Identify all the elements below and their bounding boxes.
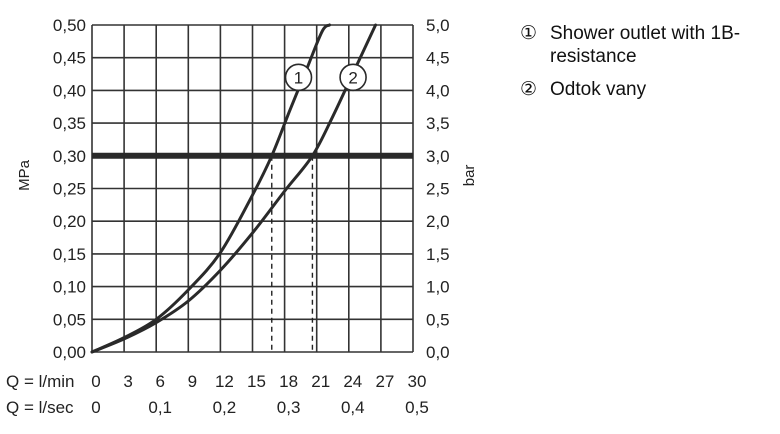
x-tick-label-lmin: 6 <box>155 372 164 391</box>
y-right-tick-label: 1,0 <box>426 278 450 297</box>
y-left-tick-label: 0,45 <box>53 49 86 68</box>
x-tick-label-lsec: 0,5 <box>405 398 429 417</box>
legend: ① Shower outlet with 1B-resistance ② Odt… <box>520 22 775 111</box>
y-right-tick-label: 2,5 <box>426 180 450 199</box>
x-tick-label-lmin: 18 <box>279 372 298 391</box>
x-tick-label-lmin: 15 <box>247 372 266 391</box>
legend-item-1: ① Shower outlet with 1B-resistance <box>520 22 775 68</box>
y-left-tick-label: 0,40 <box>53 81 86 100</box>
y-left-tick-label: 0,05 <box>53 310 86 329</box>
y-right-tick-label: 0,0 <box>426 343 450 362</box>
y-left-tick-label: 0,50 <box>53 16 86 35</box>
x-tick-label-lmin: 9 <box>188 372 197 391</box>
y-right-tick-label: 0,5 <box>426 310 450 329</box>
x-tick-label-lsec: 0,3 <box>277 398 301 417</box>
series-2-line <box>90 23 378 354</box>
series-2-marker-circle <box>339 63 367 92</box>
x-tick-label-lsec: 0 <box>91 398 100 417</box>
y-right-axis-title: bar <box>461 165 478 187</box>
x-tick-label-lmin: 30 <box>408 372 427 391</box>
x-tick-label-lsec: 0,4 <box>341 398 365 417</box>
y-right-tick-label: 3,5 <box>426 114 450 133</box>
series-1-marker-circle <box>284 63 313 92</box>
y-right-tick-label: 2,0 <box>426 212 450 231</box>
y-left-tick-label: 0,25 <box>53 180 86 199</box>
series-1-line <box>90 23 332 354</box>
x-tick-label-lsec: 0,1 <box>148 398 172 417</box>
x-tick-label-lmin: 3 <box>123 372 132 391</box>
legend-marker-1: ① <box>520 23 538 44</box>
series-1-marker-label: 1 <box>294 68 303 87</box>
series-2-marker-label: 2 <box>348 68 357 87</box>
legend-item-2: ② Odtok vany <box>520 78 775 101</box>
y-right-tick-label: 5,0 <box>426 16 450 35</box>
y-left-tick-label: 0,00 <box>53 343 86 362</box>
legend-marker-2: ② <box>520 79 538 100</box>
legend-label-2: Odtok vany <box>550 79 647 100</box>
y-right-tick-label: 3,0 <box>426 147 450 166</box>
y-left-tick-label: 0,10 <box>53 278 86 297</box>
x-tick-label-lmin: 21 <box>311 372 330 391</box>
y-right-tick-label: 1,5 <box>426 245 450 264</box>
y-left-tick-label: 0,35 <box>53 114 86 133</box>
y-left-tick-label: 0,30 <box>53 147 86 166</box>
y-right-tick-label: 4,0 <box>426 81 450 100</box>
x-tick-label-lsec: 0,2 <box>213 398 237 417</box>
y-left-tick-label: 0,15 <box>53 245 86 264</box>
x-tick-label-lmin: 0 <box>91 372 100 391</box>
y-right-tick-label: 4,5 <box>426 49 450 68</box>
x-axis-title-lsec: Q = l/sec <box>6 398 74 417</box>
x-tick-label-lmin: 24 <box>343 372 362 391</box>
x-tick-label-lmin: 27 <box>375 372 394 391</box>
legend-label-1: Shower outlet with 1B-resistance <box>550 23 741 67</box>
x-tick-label-lmin: 12 <box>215 372 234 391</box>
x-axis-title-lmin: Q = l/min <box>6 372 75 391</box>
y-left-axis-title: MPa <box>16 159 33 191</box>
y-left-tick-label: 0,20 <box>53 212 86 231</box>
